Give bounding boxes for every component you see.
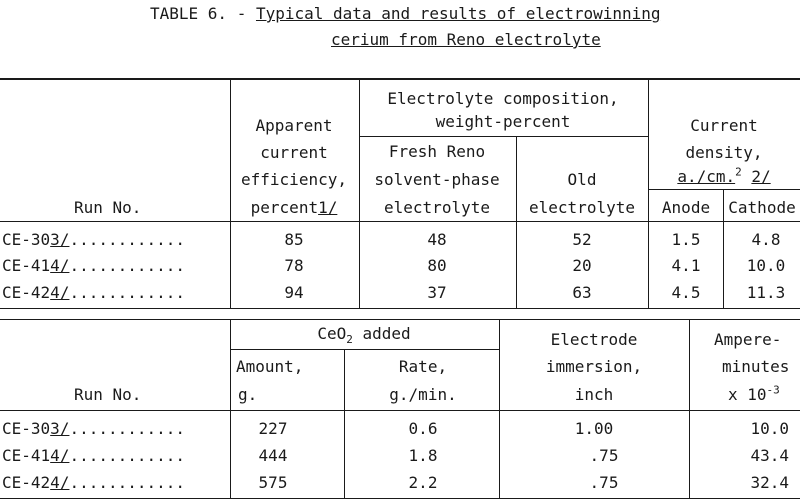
fresh-header-l1: Fresh Reno [388, 142, 486, 161]
anode-header: Anode [661, 198, 711, 217]
fresh-cell: 80 [427, 256, 447, 275]
fresh-header-l3: electrolyte [384, 198, 490, 217]
table2-top-rule [0, 308, 800, 309]
old-cell: 52 [572, 230, 592, 249]
apparent-cell: 85 [284, 230, 304, 249]
immersion-cell: 1.00 [574, 419, 614, 438]
amp-header-l2: minutes [722, 357, 790, 376]
immersion-cell: .75 [589, 446, 619, 465]
table1-col-divider-4 [648, 79, 649, 308]
old-header-l1: Old [567, 170, 597, 189]
immersion-header-l1: Electrode [550, 330, 638, 349]
rate-cell: 2.2 [408, 473, 438, 492]
amp-header-l1: Ampere- [714, 330, 782, 349]
electrolyte-group-rule [359, 136, 648, 137]
run-no-cell: CE-303/............ [2, 419, 186, 438]
immersion-cell: .75 [589, 473, 619, 492]
title-line-1: Typical data and results of electrowinni… [255, 4, 661, 23]
table1-col-divider-3 [516, 137, 517, 308]
immersion-header-l3: inch [574, 385, 614, 404]
table1-top-rule [0, 78, 800, 80]
apparent-header-l2: current [260, 143, 328, 162]
apparent-cell: 78 [284, 256, 304, 275]
fresh-cell: 48 [427, 230, 447, 249]
ceo2-added-header: CeO2 added [317, 324, 411, 347]
table1-run-no-header: Run No. [74, 198, 142, 217]
current-group-rule [648, 189, 800, 190]
apparent-header-l1: Apparent [255, 116, 333, 135]
run-no-cell: CE-424/............ [2, 283, 186, 302]
amount-header-l1: Amount, [236, 357, 304, 376]
table-title: TABLE 6. - Typical data and results of e… [150, 5, 661, 23]
squared-superscript: 2 [735, 165, 742, 179]
table2-header-rule [0, 410, 800, 411]
apparent-cell: 94 [284, 283, 304, 302]
anode-cell: 4.5 [671, 283, 701, 302]
table1-col-divider-1 [230, 79, 231, 308]
electrolyte-header-l1: Electrolyte composition, [387, 89, 619, 108]
cathode-cell: 10.0 [746, 256, 786, 275]
cathode-cell: 4.8 [751, 230, 781, 249]
table2-top-rule-2 [0, 319, 800, 320]
electrolyte-header-l2: weight-percent [435, 112, 571, 131]
anode-cell: 1.5 [671, 230, 701, 249]
current-header-l2: density, [685, 143, 763, 162]
apparent-header-l4: percent1/ [250, 198, 338, 217]
run-no-cell: CE-424/............ [2, 473, 186, 492]
old-header-l2: electrolyte [529, 198, 635, 217]
footnote-1: 1/ [318, 198, 338, 217]
anode-cell: 4.1 [671, 256, 701, 275]
table2-col-divider-2 [344, 350, 345, 498]
immersion-header-l2: immersion, [545, 357, 643, 376]
fresh-cell: 37 [427, 283, 447, 302]
amp-header-l3: x 10-3 [728, 383, 780, 404]
run-no-cell: CE-303/............ [2, 230, 186, 249]
rate-cell: 0.6 [408, 419, 438, 438]
title-line-2: cerium from Reno electrolyte [331, 30, 601, 49]
exponent-superscript: -3 [766, 383, 780, 397]
cathode-cell: 11.3 [746, 283, 786, 302]
footnote-2: 2/ [751, 167, 771, 186]
ceo2-group-rule [230, 349, 499, 350]
apparent-header-l3: efficiency, [241, 170, 347, 189]
amp-cell: 10.0 [750, 419, 789, 438]
rate-cell: 1.8 [408, 446, 438, 465]
table2-col-divider-4 [689, 320, 690, 498]
table1-col-divider-2 [359, 79, 360, 308]
current-header-l3: a./cm.2 2/ [677, 165, 771, 186]
amount-cell: 575 [258, 473, 288, 492]
table2-bottom-rule [0, 498, 800, 499]
amount-header-l2: g. [238, 385, 258, 404]
table2-run-no-header: Run No. [74, 385, 142, 404]
amp-cell: 43.4 [750, 446, 789, 465]
table-number: TABLE 6. - [150, 4, 256, 23]
rate-header-l2: g./min. [389, 385, 457, 404]
table1-col-divider-5 [723, 190, 724, 308]
amount-cell: 444 [258, 446, 288, 465]
old-cell: 20 [572, 256, 592, 275]
table2-col-divider-3 [499, 320, 500, 498]
fresh-header-l2: solvent-phase [374, 170, 500, 189]
current-header-l1: Current [690, 116, 758, 135]
table2-col-divider-1 [230, 320, 231, 498]
table1-header-rule [0, 221, 800, 222]
amount-cell: 227 [258, 419, 288, 438]
old-cell: 63 [572, 283, 592, 302]
amp-cell: 32.4 [750, 473, 789, 492]
cathode-header: Cathode [728, 198, 796, 217]
run-no-cell: CE-414/............ [2, 256, 186, 275]
run-no-cell: CE-414/............ [2, 446, 186, 465]
rate-header-l1: Rate, [398, 357, 448, 376]
ceo2-subscript: 2 [346, 333, 353, 347]
